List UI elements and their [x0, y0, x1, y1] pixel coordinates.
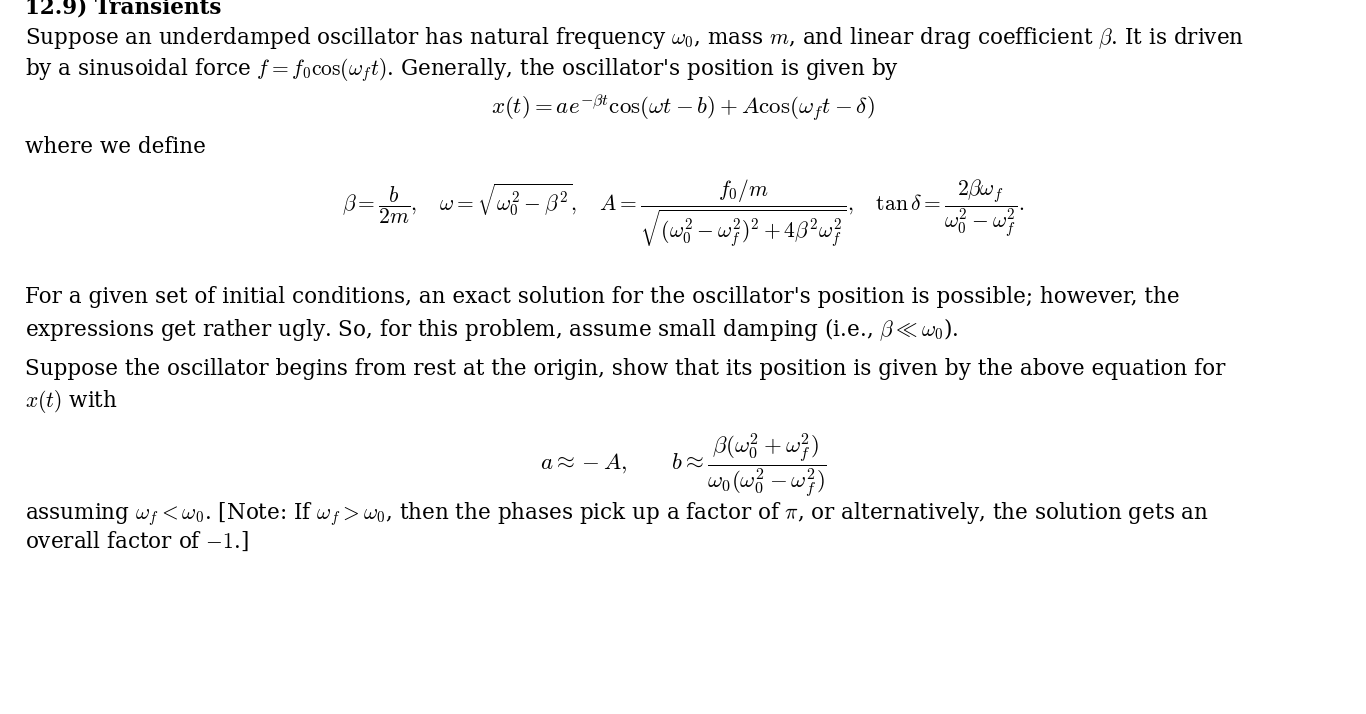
Text: For a given set of initial conditions, an exact solution for the oscillator's po: For a given set of initial conditions, a…	[25, 286, 1179, 308]
Text: Suppose the oscillator begins from rest at the origin, show that its position is: Suppose the oscillator begins from rest …	[25, 358, 1225, 381]
Text: $a \approx -A, \qquad b \approx \dfrac{\beta(\omega_0^2 + \omega_f^2)}{\omega_0(: $a \approx -A, \qquad b \approx \dfrac{\…	[540, 432, 826, 501]
Text: overall factor of $-1$.]: overall factor of $-1$.]	[25, 530, 249, 553]
Text: $x(t) = ae^{-\beta t}\cos(\omega t - b) + A\cos(\omega_f t - \delta)$: $x(t) = ae^{-\beta t}\cos(\omega t - b) …	[492, 93, 874, 124]
Text: expressions get rather ugly. So, for this problem, assume small damping (i.e., $: expressions get rather ugly. So, for thi…	[25, 316, 958, 343]
Text: assuming $\omega_f < \omega_0$. [Note: If $\omega_f > \omega_0$, then the phases: assuming $\omega_f < \omega_0$. [Note: I…	[25, 500, 1209, 528]
Text: 12.9) Transients: 12.9) Transients	[25, 0, 221, 19]
Text: $x(t)$ with: $x(t)$ with	[25, 388, 117, 416]
Text: by a sinusoidal force $f = f_0 \cos(\omega_f t)$. Generally, the oscillator's po: by a sinusoidal force $f = f_0 \cos(\ome…	[25, 56, 899, 84]
Text: where we define: where we define	[25, 136, 205, 158]
Text: $\beta = \dfrac{b}{2m}, \quad \omega = \sqrt{\omega_0^2 - \beta^2}, \quad A = \d: $\beta = \dfrac{b}{2m}, \quad \omega = \…	[342, 177, 1024, 249]
Text: Suppose an underdamped oscillator has natural frequency $\omega_0$, mass $m$, an: Suppose an underdamped oscillator has na…	[25, 25, 1243, 51]
